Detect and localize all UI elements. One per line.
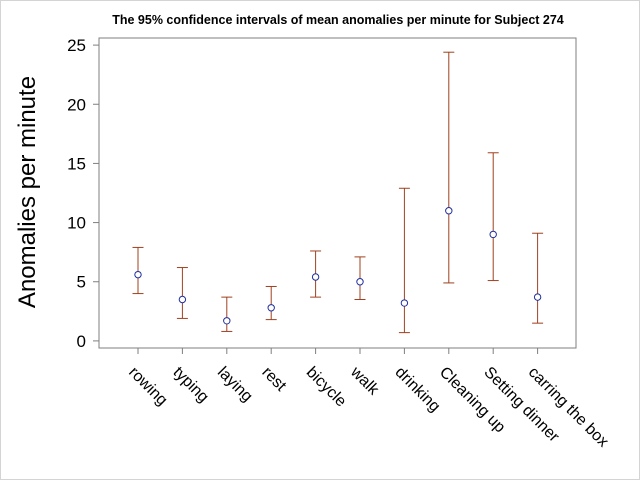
plot-area xyxy=(98,37,577,349)
mean-marker xyxy=(533,293,542,301)
x-tick-label: walk xyxy=(346,363,382,399)
x-tick-label: rest xyxy=(258,364,289,395)
mean-marker xyxy=(267,304,275,312)
x-tick-label: carring the box xyxy=(525,364,612,451)
x-tick-label: bicycle xyxy=(303,364,350,411)
y-tick-label: 15 xyxy=(67,154,86,173)
mean-marker xyxy=(223,317,231,325)
mean-marker xyxy=(400,299,409,307)
y-axis: 0 5 10 15 20 25 xyxy=(67,36,99,351)
mean-marker xyxy=(445,207,453,215)
y-tick-label: 10 xyxy=(67,214,86,233)
y-tick-label: 5 xyxy=(77,273,86,292)
mean-marker xyxy=(489,230,497,239)
x-tick-label: laying xyxy=(214,364,256,406)
mean-marker xyxy=(178,295,187,304)
y-tick-label: 25 xyxy=(67,36,86,55)
mean-marker xyxy=(134,270,142,279)
mean-marker xyxy=(311,273,320,281)
x-tick-label: typing xyxy=(170,364,212,406)
mean-marker xyxy=(356,278,364,286)
confidence-interval-series xyxy=(132,51,544,334)
y-tick-label: 20 xyxy=(67,95,86,114)
y-axis-label: Anomalies per minute xyxy=(14,76,41,308)
x-tick-label: rowing xyxy=(125,364,170,409)
chart-title: The 95% confidence intervals of mean ano… xyxy=(112,13,564,27)
x-tick-label: drinking xyxy=(392,364,444,416)
y-tick-label: 0 xyxy=(77,332,86,351)
